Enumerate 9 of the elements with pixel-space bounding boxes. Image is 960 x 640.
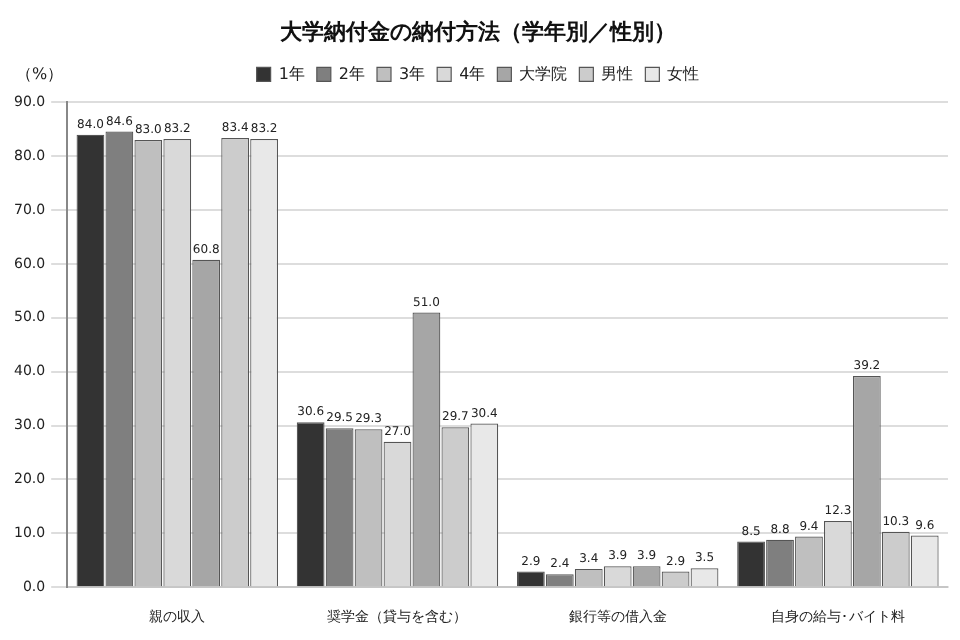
chart-title: 大学納付金の納付方法（学年別／性別）: [280, 18, 676, 45]
legend-label: 4年: [459, 64, 486, 83]
legend-label: 1年: [278, 64, 305, 83]
legend-label: 2年: [338, 64, 366, 83]
legend-label: 女性: [667, 64, 700, 83]
legend-label: 男性: [601, 64, 634, 83]
y-axis-title: （%）: [16, 64, 64, 83]
legend-label: 3年: [399, 64, 426, 83]
legend-label: 大学院: [519, 64, 568, 83]
